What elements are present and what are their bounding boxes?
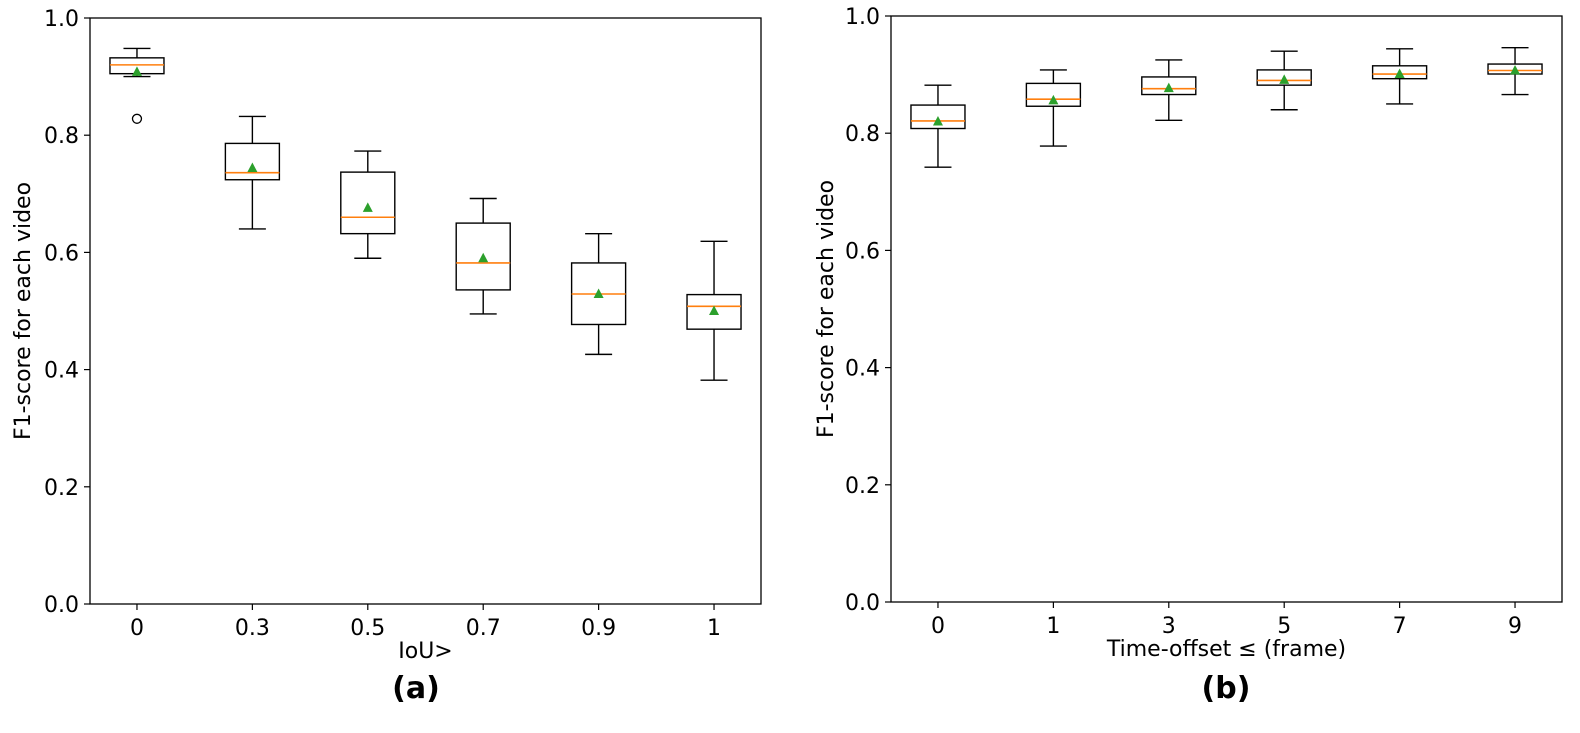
box-b-9	[1487, 46, 1543, 96]
panel-label-a: (a)	[392, 671, 440, 706]
x-axis-label-a: IoU>	[398, 639, 452, 664]
box-b-0	[910, 84, 966, 168]
box-body	[455, 222, 511, 291]
box-body	[1141, 76, 1197, 96]
box-body	[1371, 65, 1428, 80]
x-axis-label-b: Time-offset ≤ (frame)	[1106, 637, 1346, 662]
y-axis-label-b: F1-score for each video	[814, 180, 839, 438]
x-tick-label-b: 5	[1277, 614, 1291, 639]
chart-panel-b: 0.0 0.2 0.4 0.6 0.8 1.0 0 1 3 5 7 9 Time-offset ≤ …	[814, 5, 1563, 706]
y-tick-label-a: 0.4	[44, 359, 79, 384]
plot-frame-b	[890, 15, 1563, 603]
mean-marker	[362, 202, 373, 212]
outlier-point	[131, 113, 143, 124]
box-b-1	[1025, 69, 1082, 147]
mean-marker	[247, 162, 258, 173]
box-body	[224, 142, 281, 181]
mean-marker	[1048, 94, 1059, 105]
x-tick-label-b: 3	[1162, 614, 1176, 639]
y-tick-label-b: 1.0	[845, 5, 880, 30]
box-b-7	[1371, 48, 1428, 105]
y-axis-label-a: F1-score for each video	[11, 182, 36, 440]
box-body	[1025, 82, 1082, 107]
box-a-0.5	[340, 150, 396, 259]
y-tick-label-a: 0.6	[44, 241, 79, 266]
y-tick-label-b: 0.6	[845, 239, 880, 264]
chart-panel-a: 0.0 0.2 0.4 0.6 0.8 1.0 0 0.3 0.5 0.7 0.9 1 IoU> F…	[11, 7, 762, 706]
box-body	[910, 104, 966, 130]
x-tick-label-a: 0.9	[581, 616, 616, 641]
x-tick-label-b: 0	[931, 614, 945, 639]
mean-marker	[932, 115, 943, 126]
panel-label-b: (b)	[1202, 671, 1251, 706]
y-axis-b: 0.0 0.2 0.4 0.6 0.8 1.0	[845, 5, 891, 616]
x-tick-label-a: 0	[130, 616, 144, 641]
y-tick-label-b: 0.8	[845, 122, 880, 147]
mean-marker	[709, 305, 720, 315]
mean-marker	[131, 66, 142, 76]
y-tick-label-a: 0.0	[44, 593, 79, 618]
box-a-0	[109, 47, 165, 124]
y-tick-label-a: 1.0	[44, 7, 79, 32]
box-a-0.9	[570, 232, 627, 356]
y-tick-label-b: 0.2	[845, 474, 880, 499]
box-a-0.3	[224, 115, 281, 230]
y-tick-label-b: 0.0	[845, 591, 880, 616]
x-tick-label-a: 0.5	[350, 616, 385, 641]
y-tick-label-a: 0.2	[44, 476, 79, 501]
y-tick-label-a: 0.8	[44, 124, 79, 149]
box-b-5	[1256, 50, 1312, 111]
mean-marker	[1394, 68, 1405, 79]
box-a-1	[686, 240, 742, 381]
x-tick-label-a: 1	[707, 616, 721, 641]
box-a-0.7	[455, 197, 511, 315]
x-tick-label-b: 1	[1046, 614, 1060, 639]
box-body	[340, 171, 396, 235]
mean-marker	[593, 288, 604, 299]
box-body	[1256, 69, 1312, 86]
mean-marker	[1510, 64, 1521, 75]
x-axis-a: 0 0.3 0.5 0.7 0.9 1	[130, 604, 721, 641]
x-tick-label-b: 9	[1508, 614, 1522, 639]
boxes-a	[109, 47, 742, 381]
plot-frame-a	[89, 17, 762, 605]
box-body	[686, 293, 742, 330]
y-tick-label-b: 0.4	[845, 357, 880, 382]
mean-marker	[1279, 74, 1290, 84]
mean-marker	[478, 252, 489, 263]
box-b-3	[1141, 59, 1197, 122]
y-axis-a: 0.0 0.2 0.4 0.6 0.8 1.0	[44, 7, 90, 618]
boxes-b	[910, 46, 1543, 168]
x-axis-b: 0 1 3 5 7 9	[931, 602, 1522, 639]
x-tick-label-a: 0.3	[235, 616, 270, 641]
mean-marker	[1163, 82, 1174, 93]
x-tick-label-a: 0.7	[466, 616, 501, 641]
x-tick-label-b: 7	[1393, 614, 1407, 639]
